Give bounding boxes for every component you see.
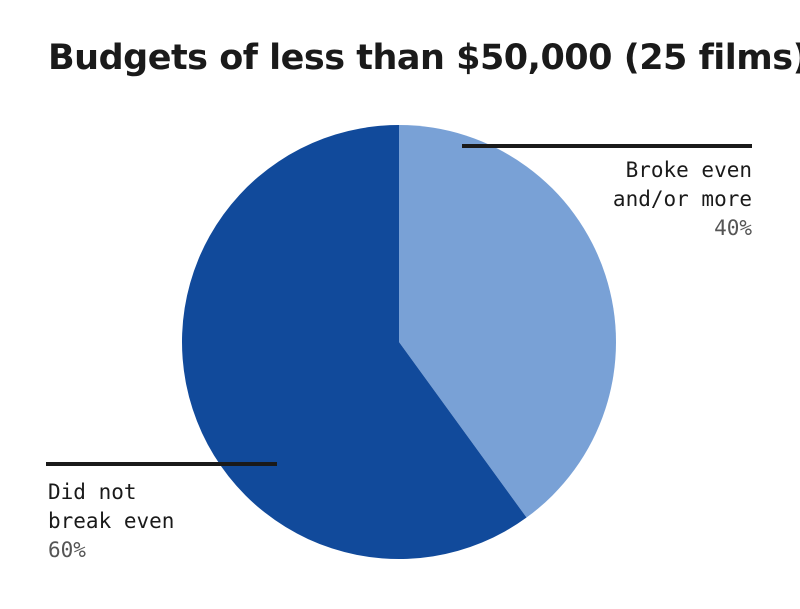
chart-title: Budgets of less than $50,000 (25 films) [48, 38, 800, 78]
slice-value-label: 40% [714, 216, 752, 240]
slice-value-label: 60% [48, 538, 86, 562]
slice-label-line: Broke even [625, 158, 752, 182]
pie-slice-did-not-break-even [181, 125, 527, 559]
pie-slice-broke-even [399, 125, 616, 518]
slice-label-line: and/or more [612, 187, 752, 211]
slice-label-broke-even: Broke even and/or more 40% [613, 156, 752, 243]
slice-label-did-not-break-even: Did not break even 60% [48, 478, 174, 565]
slice-label-line: break even [48, 509, 175, 533]
slice-label-line: Did not [48, 480, 137, 504]
